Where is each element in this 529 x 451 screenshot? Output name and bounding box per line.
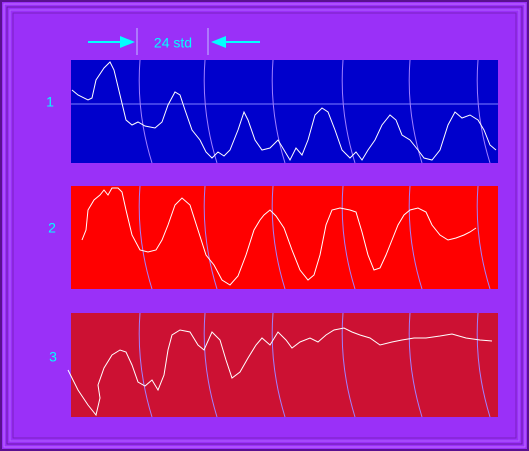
signals <box>67 61 497 417</box>
signal-1 <box>71 61 497 162</box>
cycle-line <box>476 185 491 290</box>
cycle-line <box>271 185 286 290</box>
cycle-line <box>203 185 218 290</box>
cycle-line <box>341 185 356 290</box>
panel-label: 2 <box>48 220 56 236</box>
cycle-line <box>138 59 153 164</box>
cycle-line <box>138 312 153 418</box>
cycle-line <box>138 185 153 290</box>
cycle-lines <box>138 59 491 418</box>
cycle-line <box>341 59 356 164</box>
cycle-line <box>203 312 218 418</box>
signal-2 <box>81 187 477 286</box>
signal-3 <box>67 327 493 417</box>
panel <box>71 313 498 417</box>
cycle-line <box>271 59 286 164</box>
cycle-line <box>203 59 218 164</box>
cycle-line <box>408 59 423 164</box>
panel <box>71 186 498 289</box>
panel-label: 1 <box>46 94 54 110</box>
cycle-line <box>408 312 423 418</box>
cycle-line <box>408 185 423 290</box>
span-label: 24 std <box>154 35 192 51</box>
cycle-line <box>476 59 491 164</box>
span-marker <box>88 28 260 55</box>
panel-label: 3 <box>49 349 57 365</box>
panel <box>71 60 498 163</box>
cycle-line <box>271 312 286 418</box>
cycle-line <box>341 312 356 418</box>
cycle-line <box>476 312 491 418</box>
